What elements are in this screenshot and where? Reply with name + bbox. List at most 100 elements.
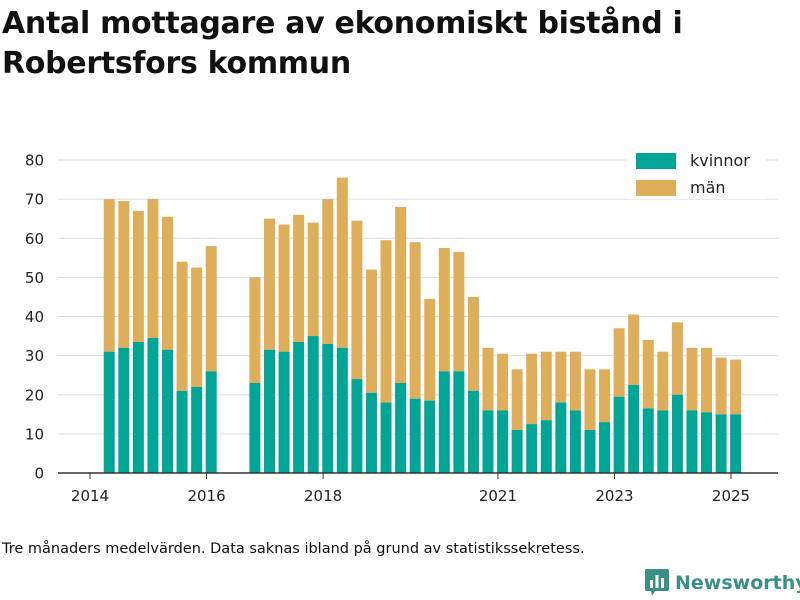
- y-tick-label: 40: [25, 308, 44, 326]
- chart-title: Antal mottagare av ekonomiskt bistånd i …: [2, 6, 683, 81]
- bar-man: [263, 218, 275, 350]
- bar-man: [526, 353, 538, 425]
- brand[interactable]: Newsworthy: [645, 568, 800, 598]
- bar-kvinnor: [249, 383, 261, 473]
- bar-man: [249, 277, 261, 384]
- bar-kvinnor: [497, 410, 509, 473]
- bar-kvinnor: [613, 396, 625, 473]
- bar-man: [511, 369, 523, 430]
- bar-kvinnor: [482, 410, 494, 473]
- bar-man: [613, 328, 625, 397]
- bar-kvinnor: [307, 336, 319, 473]
- y-tick-label: 20: [25, 386, 44, 404]
- bar-man: [686, 347, 698, 411]
- bar-kvinnor: [657, 410, 669, 473]
- x-axis: 2014 2016 2018 2021 2023 2025: [58, 472, 778, 505]
- bar-kvinnor: [424, 400, 436, 473]
- x-tick-label: 2025: [712, 487, 750, 505]
- bar-man: [438, 248, 450, 372]
- bar-man: [176, 261, 188, 391]
- bar-man: [278, 224, 290, 352]
- footnote: Tre månaders medelvärden. Data saknas ib…: [2, 541, 585, 557]
- bar-kvinnor: [409, 398, 421, 473]
- bar-kvinnor: [322, 343, 334, 473]
- bar-man: [701, 347, 713, 413]
- x-tick-label: 2021: [479, 487, 517, 505]
- bar-man: [395, 206, 407, 384]
- bar-man: [322, 199, 334, 344]
- bar-man: [365, 269, 377, 393]
- newsworthy-logo-icon: [645, 569, 669, 596]
- bar-kvinnor: [569, 410, 581, 473]
- bar-kvinnor: [715, 414, 727, 473]
- x-tick-label: 2014: [71, 487, 109, 505]
- bar-kvinnor: [132, 341, 144, 473]
- y-tick-label: 70: [25, 191, 44, 209]
- legend-label: män: [690, 178, 726, 197]
- bar-kvinnor: [118, 347, 130, 473]
- bar-kvinnor: [147, 338, 159, 473]
- bar-kvinnor: [540, 420, 552, 473]
- bar-man: [657, 351, 669, 411]
- y-tick-label: 10: [25, 425, 44, 443]
- bar-man: [584, 369, 596, 430]
- bar-man: [147, 199, 159, 339]
- bar-kvinnor: [628, 384, 640, 473]
- bar-man: [730, 359, 742, 415]
- y-tick-label: 0: [34, 465, 44, 483]
- bar-kvinnor: [453, 371, 465, 473]
- x-tick-label: 2023: [595, 487, 633, 505]
- bar-man: [642, 339, 654, 409]
- y-tick-label: 50: [25, 269, 44, 287]
- bar-man: [628, 314, 640, 385]
- brand-name: Newsworthy: [675, 572, 800, 594]
- bar-kvinnor: [730, 414, 742, 473]
- bar-kvinnor: [686, 410, 698, 473]
- bar-man: [409, 242, 421, 399]
- bar-kvinnor: [380, 402, 392, 473]
- bar-kvinnor: [701, 412, 713, 473]
- bar-man: [205, 246, 217, 372]
- bar-kvinnor: [176, 390, 188, 473]
- y-tick-label: 80: [25, 152, 44, 170]
- y-axis-ticks: 0 10 20 30 40 50 60 70 80: [25, 152, 44, 483]
- bar-man: [599, 369, 611, 423]
- bar-man: [467, 296, 479, 391]
- x-tick-label: 2018: [304, 487, 342, 505]
- legend-swatch: [636, 153, 676, 169]
- bar-kvinnor: [642, 408, 654, 473]
- y-tick-label: 60: [25, 230, 44, 248]
- bar-man: [569, 351, 581, 411]
- bar-man: [482, 347, 494, 411]
- bar-man: [555, 351, 567, 403]
- bar-kvinnor: [336, 347, 348, 473]
- bar-kvinnor: [438, 371, 450, 473]
- bar-kvinnor: [263, 349, 275, 473]
- bar-man: [191, 267, 203, 387]
- bars: [103, 177, 742, 473]
- bar-man: [380, 240, 392, 403]
- bar-man: [453, 251, 465, 372]
- bar-man: [307, 222, 319, 337]
- y-tick-label: 30: [25, 347, 44, 365]
- bar-kvinnor: [162, 349, 174, 473]
- bar-man: [162, 216, 174, 350]
- bar-kvinnor: [671, 394, 683, 473]
- bar-man: [424, 298, 436, 401]
- legend-swatch: [636, 180, 676, 196]
- bar-kvinnor: [526, 424, 538, 473]
- bar-kvinnor: [555, 402, 567, 473]
- bar-man: [336, 177, 348, 348]
- bar-man: [118, 201, 130, 348]
- bar-kvinnor: [293, 341, 305, 473]
- bar-kvinnor: [103, 351, 115, 473]
- bar-kvinnor: [584, 429, 596, 473]
- bar-kvinnor: [511, 429, 523, 473]
- legend: kvinnor män: [628, 147, 766, 199]
- bar-man: [671, 322, 683, 395]
- bar-kvinnor: [395, 383, 407, 473]
- bar-kvinnor: [351, 379, 363, 473]
- bar-man: [103, 199, 115, 352]
- bar-man: [293, 214, 305, 342]
